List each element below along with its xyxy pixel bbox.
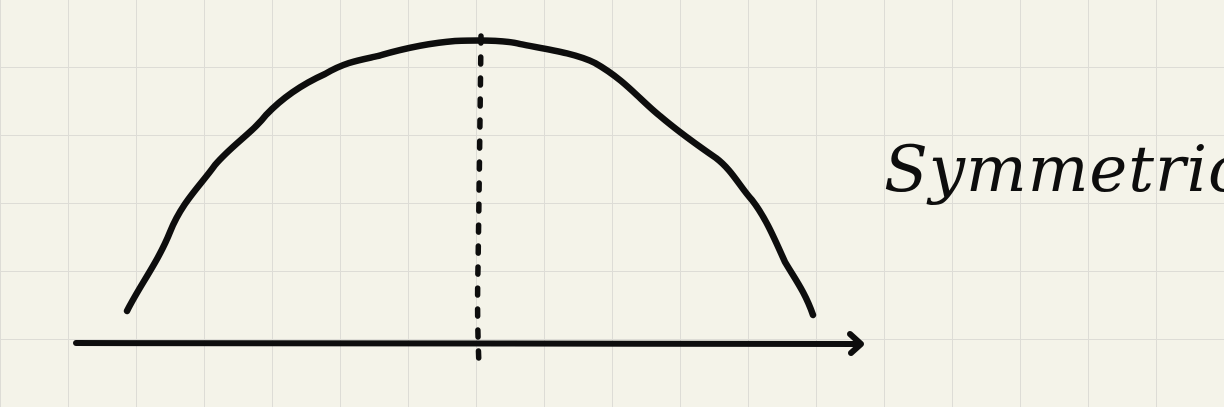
symmetric-curve bbox=[123, 37, 817, 319]
arrow-right-icon bbox=[847, 331, 864, 356]
symmetry-axis-dotted bbox=[474, 33, 484, 369]
x-axis-line bbox=[73, 340, 861, 347]
caption-label: Symmetric bbox=[884, 133, 1224, 207]
